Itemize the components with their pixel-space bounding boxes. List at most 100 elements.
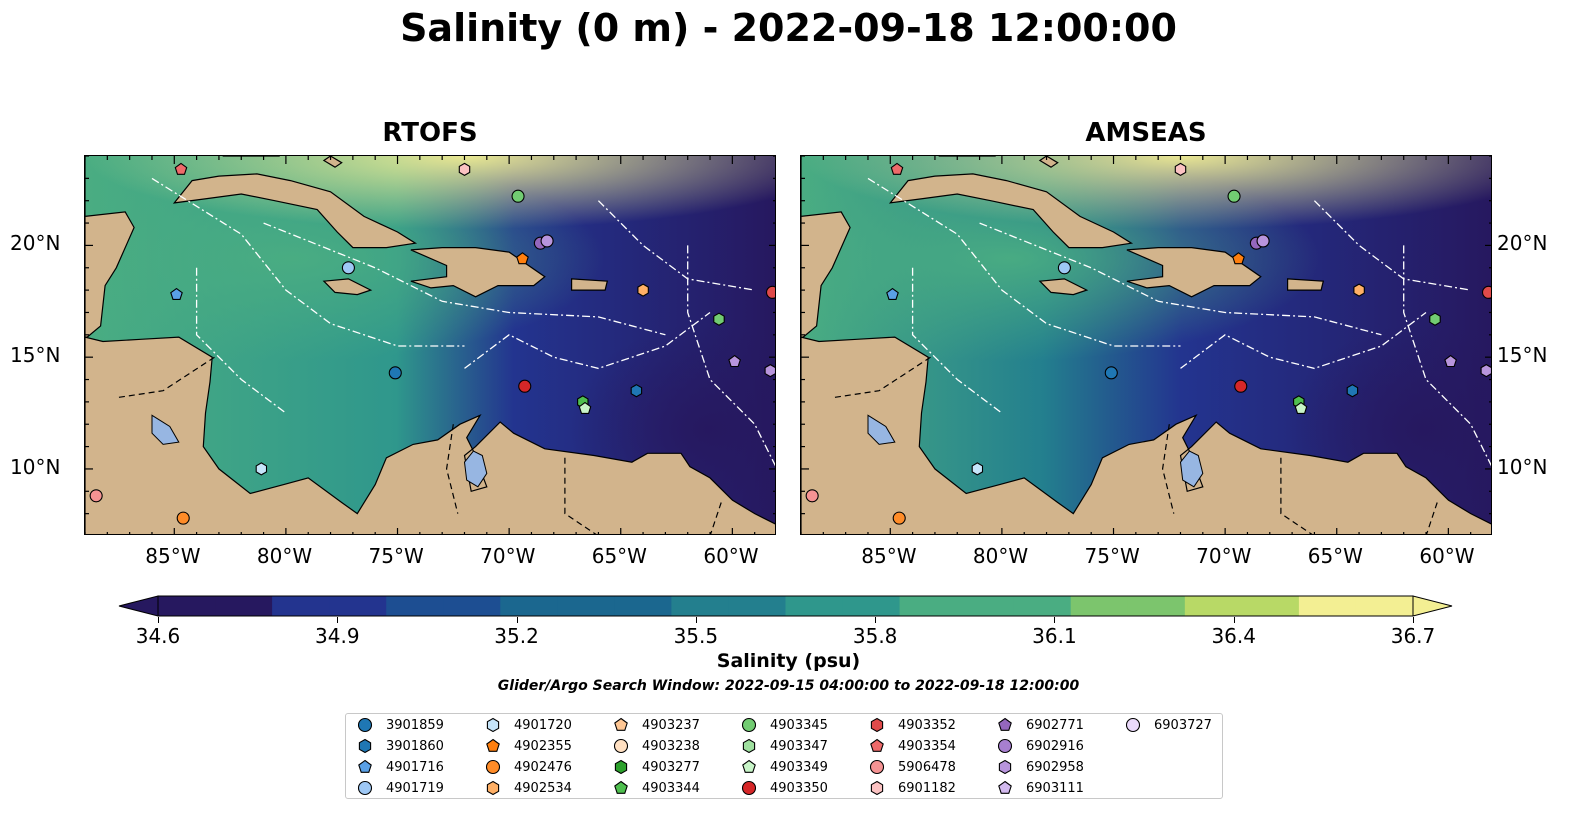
colorbar-tick-label: 35.5 xyxy=(673,624,719,648)
circle-marker-icon xyxy=(613,738,629,754)
legend-item: 6902958 xyxy=(996,757,1084,777)
legend-item: 4901720 xyxy=(484,715,572,735)
float-marker-0 xyxy=(890,162,904,175)
lat-tick-label-right: 10°N xyxy=(1497,454,1548,479)
legend-item: 4902534 xyxy=(484,778,572,798)
panel-title-rtofs: RTOFS xyxy=(382,118,478,148)
float-marker-17 xyxy=(578,401,592,414)
land-bahamas1 xyxy=(322,156,343,168)
lat-tick-label-right: 15°N xyxy=(1497,343,1548,368)
legend-item: 3901859 xyxy=(356,715,444,735)
float-marker-9 xyxy=(1481,285,1491,299)
legend-item: 4902355 xyxy=(484,736,572,756)
float-marker-20 xyxy=(892,511,906,525)
legend-label: 4901720 xyxy=(514,717,572,733)
colorbar-tick xyxy=(1233,617,1235,623)
float-marker-10 xyxy=(713,312,725,326)
legend-label: 3901859 xyxy=(386,717,444,733)
colorbar-tick-label: 35.2 xyxy=(494,624,539,648)
legend-label: 4903344 xyxy=(642,780,700,796)
circle-marker-icon xyxy=(485,759,501,775)
legend-item: 4903349 xyxy=(740,757,828,777)
legend-item: 4903347 xyxy=(740,736,828,756)
lon-tick-label: 60°W xyxy=(1419,544,1475,568)
legend-label: 6902916 xyxy=(1026,738,1084,754)
float-marker-8 xyxy=(1353,283,1365,297)
lat-tick-label-right: 20°N xyxy=(1497,231,1548,256)
legend-item: 4903238 xyxy=(612,736,700,756)
float-marker-18 xyxy=(255,462,268,476)
legend-label: 4901719 xyxy=(386,780,444,796)
colorbar-segment xyxy=(671,596,730,616)
colorbar-segment xyxy=(329,596,387,616)
colorbar-segment xyxy=(842,596,901,616)
legend-label: 4903345 xyxy=(770,717,828,733)
float-marker-8 xyxy=(637,283,649,297)
lon-tick-label: 65°W xyxy=(1307,544,1363,568)
hexagon-marker-icon xyxy=(486,717,500,733)
colorbar xyxy=(118,595,1453,617)
legend-item: 6901182 xyxy=(868,778,956,798)
land-centralSouth xyxy=(801,336,1491,534)
lon-tick-label: 75°W xyxy=(1084,544,1140,568)
land-centralSouth xyxy=(85,336,775,534)
legend-label: 4903277 xyxy=(642,759,700,775)
legend-label: 4902476 xyxy=(514,759,572,775)
float-marker-6 xyxy=(341,261,355,275)
legend-marker xyxy=(486,717,500,733)
float-marker-11 xyxy=(728,354,741,368)
legend-label: 4903347 xyxy=(770,738,828,754)
colorbar-tick xyxy=(158,617,159,623)
hexagon-marker-icon xyxy=(870,780,884,796)
circle-marker-icon xyxy=(357,780,373,796)
legend-item: 4903277 xyxy=(612,757,700,777)
colorbar-tick xyxy=(695,617,697,623)
colorbar-segment xyxy=(1013,596,1072,616)
pentagon-marker-icon xyxy=(742,759,756,773)
legend-marker xyxy=(742,759,756,773)
colorbar-title: Salinity (psu) xyxy=(716,650,861,672)
legend-marker xyxy=(997,738,1013,754)
colorbar-segment xyxy=(500,596,558,616)
legend-marker xyxy=(486,780,500,796)
colorbar-segment xyxy=(1184,596,1243,616)
panel-title-amseas: AMSEAS xyxy=(1085,118,1207,148)
land-puertorico xyxy=(571,278,609,291)
map-panel-amseas xyxy=(800,155,1492,535)
hexagon-marker-icon xyxy=(742,738,756,754)
legend-marker xyxy=(870,738,884,752)
legend-label: 4902355 xyxy=(514,738,572,754)
float-marker-5 xyxy=(540,234,554,248)
legend-item: 4903354 xyxy=(868,736,956,756)
legend-item: 6902771 xyxy=(996,715,1084,735)
legend-label: 6903111 xyxy=(1026,780,1084,796)
legend-label: 4902534 xyxy=(514,780,572,796)
lon-tick-label: 65°W xyxy=(591,544,647,568)
pentagon-marker-icon xyxy=(358,759,372,773)
legend-marker xyxy=(742,738,756,754)
pentagon-marker-icon xyxy=(614,717,628,731)
legend-marker xyxy=(869,759,885,775)
pentagon-marker-icon xyxy=(870,738,884,752)
hexagon-marker-icon xyxy=(614,759,628,775)
lon-tick-label: 80°W xyxy=(256,544,313,568)
float-marker-7 xyxy=(170,287,183,300)
float-marker-11 xyxy=(1444,354,1457,368)
land-jamaica xyxy=(322,278,373,296)
legend-marker xyxy=(870,717,884,733)
legend-item: 6903727 xyxy=(1124,715,1212,735)
colorbar-segment xyxy=(1241,596,1300,616)
colorbar-tick-label: 36.7 xyxy=(1390,624,1436,648)
colorbar-max-arrow xyxy=(1412,595,1453,617)
legend-marker xyxy=(870,780,884,796)
legend-marker xyxy=(614,759,628,775)
land-bahamas1 xyxy=(1038,156,1059,168)
colorbar-tick xyxy=(516,617,518,623)
legend-marker xyxy=(614,780,628,794)
circle-marker-icon xyxy=(741,717,757,733)
float-legend: 3901859 3901860 4901716 4901719 4901720 49023… xyxy=(345,713,1223,799)
float-marker-1 xyxy=(458,162,471,177)
search-window-text: Glider/Argo Search Window: 2022-09-15 04… xyxy=(497,678,1080,694)
float-marker-3 xyxy=(1232,252,1245,265)
circle-marker-icon xyxy=(869,759,885,775)
